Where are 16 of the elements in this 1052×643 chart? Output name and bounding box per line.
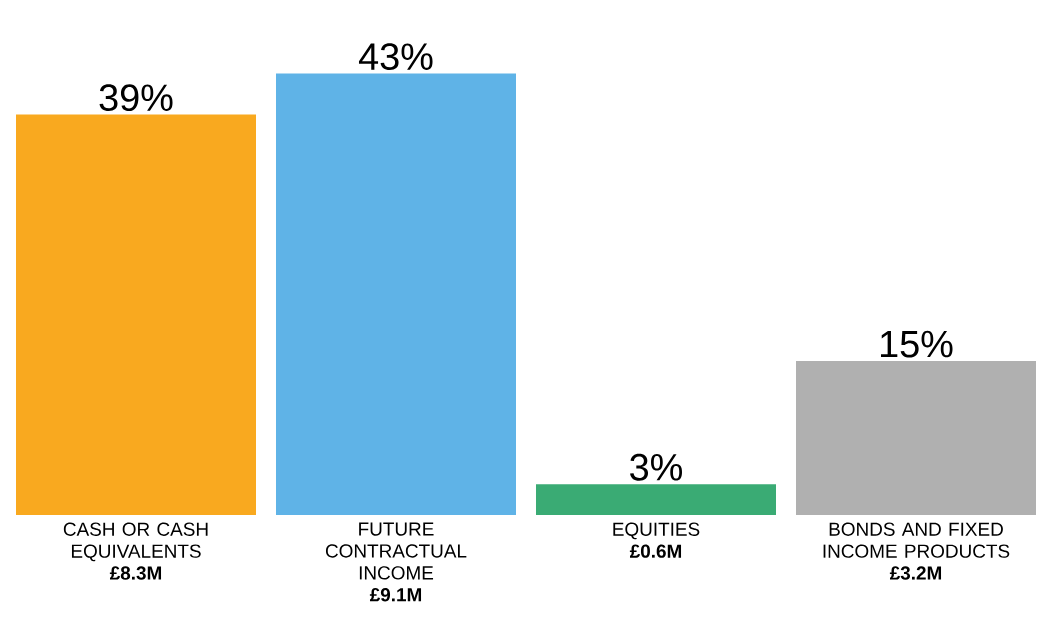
text: £8.3M bbox=[109, 566, 162, 580]
x-tick-label: EQUITIES bbox=[613, 522, 700, 540]
text: £0.6M bbox=[629, 544, 682, 558]
data-label: 3% bbox=[630, 453, 682, 481]
text: £3.2M bbox=[889, 566, 942, 580]
data-label: 15% bbox=[881, 330, 953, 358]
x-tick-label: BONDS AND FIXED INCOME PRODUCTS bbox=[823, 522, 1010, 558]
text: £9.1M bbox=[369, 588, 422, 602]
x-tick-label: CASH OR CASH EQUIVALENTS bbox=[63, 522, 208, 562]
bar bbox=[796, 361, 1036, 515]
data-label: 43% bbox=[358, 43, 433, 71]
x-tick-label: FUTURE CONTRACTUAL INCOME bbox=[325, 522, 467, 580]
bar bbox=[276, 73, 516, 515]
bar bbox=[16, 114, 256, 515]
data-label: 39% bbox=[99, 84, 173, 112]
bar bbox=[536, 484, 776, 515]
